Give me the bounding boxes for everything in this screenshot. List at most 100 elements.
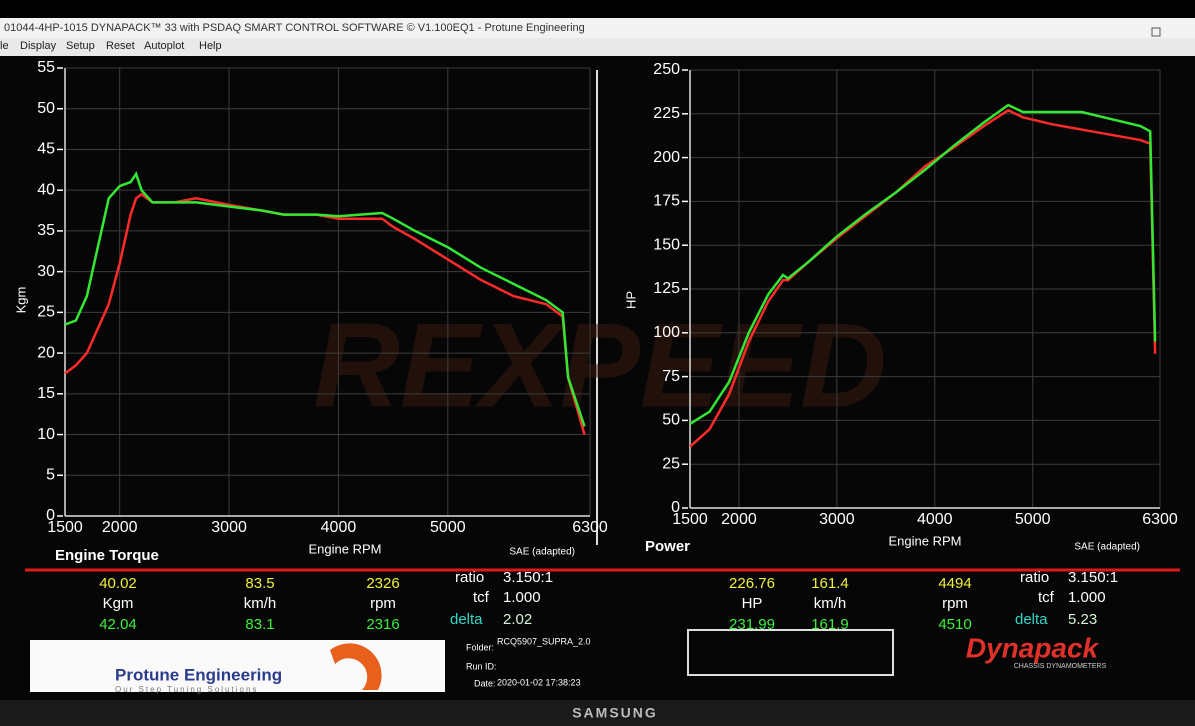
window-title: 01044-4HP-1015 DYNAPACK™ 33 with PSDAQ S…: [4, 22, 585, 34]
dynapack-logo: Dynapack: [966, 632, 1100, 663]
delta-value: 2.02: [503, 611, 532, 628]
readout-unit: HP: [742, 595, 763, 612]
ratio-value: 3.150:1: [1068, 569, 1118, 586]
y-tick-label: 150: [653, 236, 680, 253]
x-tick-label: 4000: [321, 519, 357, 536]
y-tick-label: 75: [662, 368, 680, 385]
y-tick-label: 20: [37, 344, 55, 361]
y-tick-label: 175: [653, 193, 680, 210]
y-tick-label: 5: [46, 466, 55, 483]
readout-run1: 161.4: [811, 575, 849, 592]
readout-run1: 226.76: [729, 575, 775, 592]
note: SAE (adapted): [509, 547, 575, 558]
y-tick-label: 35: [37, 222, 55, 239]
readout-run2: 231.99: [729, 616, 775, 633]
y-tick-label: 225: [653, 105, 680, 122]
empty-box: [687, 629, 894, 676]
x-tick-label: 2000: [102, 519, 138, 536]
chart-title: Engine Torque: [55, 547, 159, 564]
y-tick-label: 250: [653, 61, 680, 78]
ratio-label: ratio: [1020, 569, 1049, 586]
x-tick-label: 5000: [1015, 511, 1051, 528]
readout-run1: 83.5: [245, 575, 274, 592]
menu-bar: [0, 38, 1195, 56]
data-line: [689, 108, 1157, 448]
data-line: [64, 171, 586, 427]
menu-item[interactable]: Display: [20, 40, 57, 52]
watermark: REXPEED: [313, 299, 887, 433]
menu-item[interactable]: Reset: [106, 40, 135, 52]
y-tick-label: 45: [37, 141, 55, 158]
monitor-bezel: [0, 700, 1195, 726]
readout-unit: Kgm: [103, 595, 134, 612]
ratio-value: 3.150:1: [503, 569, 553, 586]
folder: RCQ5907_SUPRA_2.0: [497, 636, 591, 646]
x-tick-label: 6300: [572, 519, 608, 536]
x-tick-label: 2000: [721, 511, 757, 528]
y-tick-label: 0: [46, 507, 55, 524]
y-tick-label: 25: [662, 455, 680, 472]
protune-arc: [330, 643, 382, 690]
readout-unit: km/h: [244, 595, 277, 612]
title-bar: [0, 18, 1195, 38]
menu-item[interactable]: Help: [199, 40, 222, 52]
tcf-value: 1.000: [1068, 589, 1106, 606]
x-tick-label: 1500: [672, 511, 708, 528]
y-tick-label: 10: [37, 426, 55, 443]
x-tick-label: 1500: [47, 519, 83, 536]
run-id-label: Run ID:: [466, 661, 497, 671]
readout-run1: 4494: [938, 575, 971, 592]
readout-unit: rpm: [370, 595, 396, 612]
readout-run2: 83.1: [245, 616, 274, 633]
y-tick-label: 55: [37, 59, 55, 76]
tcf-label: tcf: [1038, 589, 1055, 606]
x-tick-label: 3000: [819, 511, 855, 528]
chart-title: Power: [645, 538, 690, 555]
y-axis-label: HP: [623, 291, 638, 309]
delta-value: 5.23: [1068, 611, 1097, 628]
delta-label: delta: [450, 611, 483, 628]
data-line: [689, 103, 1157, 425]
menu-item[interactable]: Setup: [66, 40, 95, 52]
y-tick-label: 200: [653, 149, 680, 166]
readout-run2: 42.04: [99, 616, 137, 633]
readout-run1: 2326: [366, 575, 399, 592]
y-tick-label: 30: [37, 263, 55, 280]
x-tick-label: 5000: [430, 519, 466, 536]
note: SAE (adapted): [1074, 542, 1140, 553]
x-axis-label: Engine RPM: [889, 533, 962, 548]
tcf-value: 1.000: [503, 589, 541, 606]
folder-label: Folder:: [466, 642, 494, 652]
readout-unit: km/h: [814, 595, 847, 612]
y-axis-label: Kgm: [13, 287, 28, 314]
date-label: Date:: [474, 678, 496, 688]
readout-run2: 4510: [938, 616, 971, 633]
protune-tagline: Our Step Tuning Solutions: [115, 685, 258, 694]
x-tick-label: 6300: [1142, 511, 1178, 528]
delta-label: delta: [1015, 611, 1048, 628]
restore-button[interactable]: [1151, 27, 1161, 37]
y-tick-label: 15: [37, 385, 55, 402]
protune-logo: Protune Engineering: [115, 665, 282, 684]
y-tick-label: 0: [671, 499, 680, 516]
y-tick-label: 50: [662, 412, 680, 429]
menu-item[interactable]: Autoplot: [144, 40, 184, 52]
y-tick-label: 40: [37, 181, 55, 198]
y-tick-label: 50: [37, 100, 55, 117]
x-axis-label: Engine RPM: [309, 541, 382, 556]
readout-run2: 161.9: [811, 616, 849, 633]
dynapack-tagline: CHASSIS DYNAMOMETERS: [1014, 663, 1107, 670]
x-tick-label: 4000: [917, 511, 953, 528]
ratio-label: ratio: [455, 569, 484, 586]
readout-unit: rpm: [942, 595, 968, 612]
monitor-brand: SAMSUNG: [572, 705, 658, 721]
y-tick-label: 125: [653, 280, 680, 297]
tcf-label: tcf: [473, 589, 490, 606]
x-tick-label: 3000: [211, 519, 247, 536]
y-tick-label: 25: [37, 304, 55, 321]
menu-item[interactable]: le: [0, 40, 9, 52]
date: 2020-01-02 17:38:23: [497, 677, 581, 687]
readout-run1: 40.02: [99, 575, 137, 592]
